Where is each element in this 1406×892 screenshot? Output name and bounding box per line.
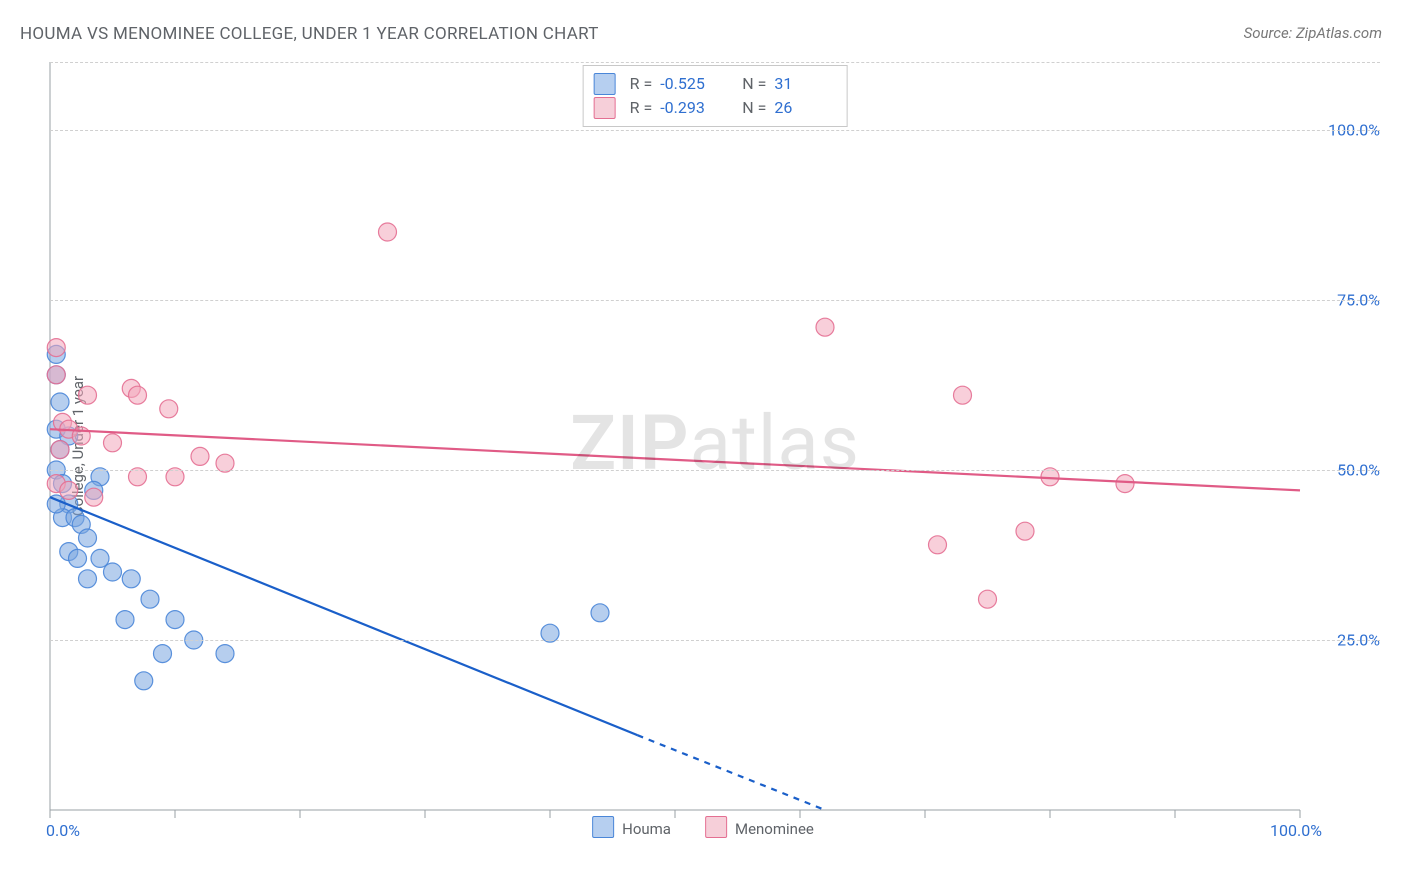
grid-line — [50, 62, 1380, 63]
stat-label-r: R = — [630, 96, 653, 120]
scatter-point — [135, 672, 153, 690]
x-axis-min-label: 0.0% — [46, 821, 80, 840]
scatter-point — [154, 645, 172, 663]
chart-title: HOUMA VS MENOMINEE COLLEGE, UNDER 1 YEAR… — [20, 24, 599, 44]
scatter-point — [51, 441, 69, 459]
regression-line — [50, 497, 638, 735]
scatter-point — [160, 400, 178, 418]
scatter-point — [79, 386, 97, 404]
regression-line — [50, 429, 1300, 490]
chart-canvas — [50, 62, 1380, 842]
scatter-point — [104, 434, 122, 452]
stat-label-r: R = — [630, 72, 653, 96]
scatter-point — [1116, 475, 1134, 493]
scatter-point — [816, 318, 834, 336]
scatter-point — [79, 570, 97, 588]
stat-label-n: N = — [742, 96, 766, 120]
stats-row: R = -0.525 N = 31 — [594, 72, 833, 96]
scatter-point — [69, 549, 87, 567]
stat-label-n: N = — [742, 72, 766, 96]
stat-value-n: 31 — [774, 72, 832, 96]
legend-swatch — [594, 97, 616, 119]
scatter-point — [51, 393, 69, 411]
stats-row: R = -0.293 N = 26 — [594, 96, 833, 120]
scatter-point — [379, 223, 397, 241]
scatter-point — [47, 339, 65, 357]
scatter-point — [60, 481, 78, 499]
stat-value-n: 26 — [774, 96, 832, 120]
scatter-point — [216, 645, 234, 663]
scatter-point — [1016, 522, 1034, 540]
scatter-point — [122, 570, 140, 588]
grid-line — [50, 130, 1380, 131]
scatter-point — [979, 590, 997, 608]
scatter-point — [116, 611, 134, 629]
legend-swatch — [705, 816, 727, 838]
grid-line — [50, 470, 1380, 471]
scatter-point — [79, 529, 97, 547]
source-attribution: Source: ZipAtlas.com — [1244, 24, 1382, 42]
legend-label: Houma — [622, 820, 671, 838]
scatter-point — [929, 536, 947, 554]
x-axis-max-label: 100.0% — [1270, 821, 1322, 840]
scatter-point — [591, 604, 609, 622]
grid-line — [50, 640, 1380, 641]
scatter-point — [85, 488, 103, 506]
scatter-point — [141, 590, 159, 608]
legend-swatch — [592, 816, 614, 838]
scatter-point — [129, 386, 147, 404]
stat-value-r: -0.525 — [660, 72, 718, 96]
scatter-point — [191, 447, 209, 465]
legend-item: Houma — [592, 816, 671, 838]
legend-item: Menominee — [705, 816, 814, 838]
regression-line-extrapolated — [638, 735, 826, 810]
legend-label: Menominee — [735, 820, 814, 838]
scatter-point — [104, 563, 122, 581]
correlation-stats-box: R = -0.525 N = 31R = -0.293 N = 26 — [583, 65, 848, 127]
grid-line — [50, 300, 1380, 301]
stat-value-r: -0.293 — [660, 96, 718, 120]
scatter-point — [954, 386, 972, 404]
legend-bottom: Houma Menominee — [592, 816, 814, 838]
scatter-point — [166, 611, 184, 629]
scatter-point — [47, 366, 65, 384]
legend-swatch — [594, 73, 616, 95]
scatter-plot: ZIPatlas R = -0.525 N = 31R = -0.293 N =… — [50, 62, 1380, 842]
